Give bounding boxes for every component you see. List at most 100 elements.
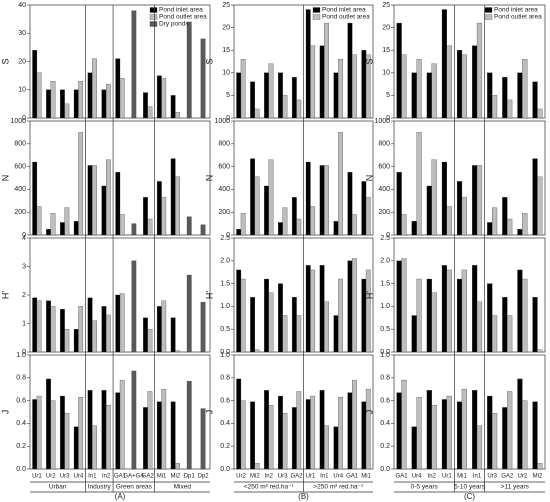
bar: [532, 81, 538, 119]
y-axis-label: J: [204, 410, 214, 415]
bar: [131, 10, 137, 119]
bar: [532, 401, 538, 470]
bar: [73, 221, 79, 236]
y-tick-label: 30: [18, 30, 26, 37]
bar: [431, 292, 437, 353]
x-tick-label: In2: [265, 474, 274, 480]
bar: [250, 158, 255, 236]
bar: [143, 92, 148, 119]
bar: [36, 300, 42, 353]
legend-swatch: [312, 14, 321, 20]
bar: [60, 89, 65, 119]
bar: [175, 176, 180, 236]
bar: [333, 72, 339, 119]
x-tick-label: In1: [473, 474, 482, 480]
y-tick-label: 2.5: [220, 235, 230, 242]
y-tick-label: 200: [14, 209, 26, 216]
bar: [101, 390, 107, 470]
bar: [250, 81, 255, 119]
x-tick-label: Ur4: [333, 474, 343, 480]
bar: [92, 165, 97, 236]
bar: [431, 63, 437, 119]
bar: [200, 408, 206, 470]
bar: [131, 223, 137, 236]
bar: [461, 269, 467, 353]
bar: [310, 269, 316, 353]
plot-frame: [393, 237, 546, 353]
bar: [73, 89, 79, 119]
bar: [296, 99, 302, 119]
bar: [282, 207, 288, 236]
bar: [426, 72, 432, 119]
bar: [338, 278, 343, 353]
y-tick-label: 1000: [374, 118, 390, 125]
bar: [416, 132, 422, 236]
y-tick-label: 2.0: [220, 258, 230, 265]
y-tick-label: 1.0: [380, 303, 390, 310]
bar: [537, 463, 543, 470]
y-tick-label: 200: [378, 209, 390, 216]
bar: [296, 315, 302, 353]
x-tick-label: GA1: [396, 474, 409, 480]
legend-label: Pond inlet area: [159, 7, 203, 14]
bar: [396, 392, 402, 470]
bar: [156, 401, 162, 470]
bar: [143, 197, 148, 236]
y-tick-label: 15: [222, 47, 230, 54]
y-tick-label: 400: [218, 186, 230, 193]
bar: [50, 306, 56, 353]
bar: [319, 390, 325, 470]
bar: [347, 172, 353, 236]
bar: [365, 269, 371, 353]
bar: [502, 77, 508, 119]
bar: [175, 112, 180, 119]
bar: [305, 9, 311, 119]
bar: [106, 314, 111, 353]
bar: [170, 95, 176, 119]
bar: [351, 54, 357, 119]
y-axis-label: S: [0, 58, 10, 64]
bar: [305, 399, 311, 470]
bar: [472, 390, 478, 470]
bar: [32, 399, 38, 470]
x-tick-label: In1: [88, 474, 97, 480]
bar: [401, 258, 407, 353]
group-label: <250 m² red.ha⁻¹: [244, 484, 295, 491]
x-tick-label: GA2: [501, 474, 514, 480]
bar: [532, 158, 538, 236]
bar: [254, 349, 260, 353]
bar: [268, 405, 274, 470]
bar: [115, 392, 121, 470]
y-tick-label: 1.0: [220, 303, 230, 310]
bar: [446, 45, 452, 119]
bar: [240, 278, 246, 353]
bar: [324, 301, 329, 353]
bar: [264, 390, 269, 470]
bar: [92, 425, 97, 470]
y-tick-label: 1.5: [220, 280, 230, 287]
bar: [236, 72, 242, 119]
bar: [365, 389, 371, 470]
y-axis-label: J: [0, 410, 10, 415]
legend-label: Dry ponds: [159, 21, 189, 28]
x-tick-label: GA+GA: [123, 474, 144, 480]
y-tick-label: 2.5: [380, 235, 390, 242]
bar: [236, 229, 242, 236]
bar: [143, 317, 148, 353]
y-tick-label: 4: [22, 235, 26, 242]
y-axis-label: J: [364, 410, 374, 415]
x-tick-label: Dp1: [184, 474, 196, 480]
bar: [268, 292, 274, 353]
bar: [487, 395, 493, 470]
bar: [487, 283, 493, 353]
bar: [87, 165, 93, 236]
y-tick-label: 0.6: [220, 397, 230, 404]
bar: [64, 207, 70, 236]
x-tick-label: In2: [102, 474, 111, 480]
y-tick-label: 1.5: [380, 280, 390, 287]
legend-label: Pond inlet area: [494, 7, 538, 14]
bar: [101, 185, 107, 236]
bar: [456, 401, 463, 470]
y-tick-label: 0.2: [220, 443, 230, 450]
